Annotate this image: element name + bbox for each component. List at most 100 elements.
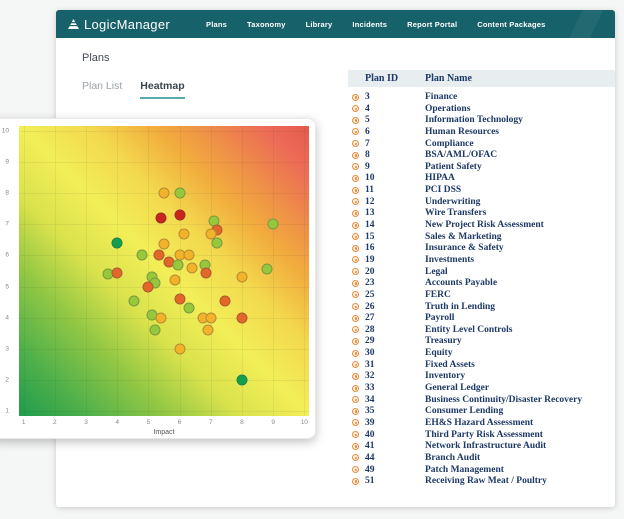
bullseye-icon[interactable] bbox=[352, 268, 359, 276]
risk-dot-green[interactable] bbox=[136, 249, 148, 261]
risk-dot-dark_green[interactable] bbox=[236, 374, 248, 386]
bullseye-icon[interactable] bbox=[352, 163, 359, 171]
table-row[interactable]: 44 Branch Audit bbox=[348, 453, 615, 465]
table-row[interactable]: 11 PCI DSS bbox=[348, 185, 615, 197]
risk-dot-amber[interactable] bbox=[174, 343, 186, 355]
table-row[interactable]: 41 Network Infrastructure Audit bbox=[348, 441, 615, 453]
table-row[interactable]: 40 Third Party Risk Assessment bbox=[348, 430, 615, 442]
nav-item-library[interactable]: Library bbox=[305, 19, 333, 29]
risk-dot-green[interactable] bbox=[174, 187, 186, 199]
table-row[interactable]: 20 Legal bbox=[348, 267, 615, 279]
nav-item-report-portal[interactable]: Report Portal bbox=[407, 19, 458, 29]
table-row[interactable]: 29 Treasury bbox=[348, 336, 615, 348]
plan-name-link[interactable]: Receiving Raw Meat / Poultry bbox=[425, 476, 547, 487]
table-row[interactable]: 39 EH&S Hazard Assessment bbox=[348, 418, 615, 430]
table-row[interactable]: 8 BSA/AML/OFAC bbox=[348, 150, 615, 162]
plan-name-link[interactable]: BSA/AML/OFAC bbox=[425, 150, 498, 161]
table-row[interactable]: 10 HIPAA bbox=[348, 173, 615, 185]
plan-name-link[interactable]: Patch Management bbox=[425, 464, 504, 475]
tab-heatmap[interactable]: Heatmap bbox=[140, 80, 185, 99]
risk-dot-amber[interactable] bbox=[183, 249, 195, 261]
plan-name-link[interactable]: Inventory bbox=[425, 371, 466, 382]
bullseye-icon[interactable] bbox=[352, 454, 359, 462]
risk-dot-green[interactable] bbox=[261, 263, 273, 275]
plan-name-link[interactable]: New Project Risk Assessment bbox=[425, 220, 544, 231]
nav-item-content-packages[interactable]: Content Packages bbox=[477, 19, 546, 29]
table-row[interactable]: 35 Consumer Lending bbox=[348, 406, 615, 418]
plan-name-link[interactable]: Fixed Assets bbox=[425, 359, 475, 370]
nav-item-taxonomy[interactable]: Taxonomy bbox=[247, 19, 286, 29]
plan-name-link[interactable]: Wire Transfers bbox=[425, 208, 487, 219]
bullseye-icon[interactable] bbox=[352, 128, 359, 136]
table-row[interactable]: 51 Receiving Raw Meat / Poultry bbox=[348, 476, 615, 488]
bullseye-icon[interactable] bbox=[352, 244, 359, 252]
risk-dot-orange[interactable] bbox=[153, 249, 165, 261]
table-row[interactable]: 12 Underwriting bbox=[348, 197, 615, 209]
bullseye-icon[interactable] bbox=[352, 372, 359, 380]
table-row[interactable]: 33 General Ledger bbox=[348, 383, 615, 395]
bullseye-icon[interactable] bbox=[352, 186, 359, 194]
risk-dot-orange[interactable] bbox=[236, 312, 248, 324]
plan-name-link[interactable]: FERC bbox=[425, 289, 451, 300]
table-row[interactable]: 13 Wire Transfers bbox=[348, 208, 615, 220]
table-row[interactable]: 30 Equity bbox=[348, 348, 615, 360]
table-row[interactable]: 6 Human Resources bbox=[348, 127, 615, 139]
risk-dot-amber[interactable] bbox=[158, 238, 170, 250]
plan-name-link[interactable]: Human Resources bbox=[425, 126, 499, 137]
bullseye-icon[interactable] bbox=[352, 466, 359, 473]
plan-name-link[interactable]: Business Continuity/Disaster Recovery bbox=[425, 394, 583, 405]
risk-dot-green[interactable] bbox=[149, 324, 161, 336]
plan-name-link[interactable]: Insurance & Safety bbox=[425, 243, 504, 254]
risk-dot-green[interactable] bbox=[267, 218, 279, 230]
risk-dot-amber[interactable] bbox=[205, 312, 217, 324]
table-row[interactable]: 9 Patient Safety bbox=[348, 162, 615, 174]
bullseye-icon[interactable] bbox=[352, 303, 359, 311]
risk-dot-orange[interactable] bbox=[200, 267, 212, 279]
plan-name-link[interactable]: Finance bbox=[425, 92, 458, 102]
bullseye-icon[interactable] bbox=[352, 326, 359, 334]
bullseye-icon[interactable] bbox=[352, 221, 359, 229]
table-row[interactable]: 26 Truth in Lending bbox=[348, 302, 615, 314]
bullseye-icon[interactable] bbox=[352, 140, 359, 148]
bullseye-icon[interactable] bbox=[352, 361, 359, 369]
risk-dot-orange[interactable] bbox=[174, 293, 186, 305]
plan-name-link[interactable]: Payroll bbox=[425, 313, 455, 324]
plan-name-link[interactable]: Truth in Lending bbox=[425, 301, 496, 312]
plan-name-link[interactable]: Consumer Lending bbox=[425, 406, 504, 417]
bullseye-icon[interactable] bbox=[352, 314, 359, 322]
plan-name-link[interactable]: Information Technology bbox=[425, 115, 523, 126]
risk-dot-amber[interactable] bbox=[205, 228, 217, 240]
table-row[interactable]: 19 Investments bbox=[348, 255, 615, 267]
plan-name-link[interactable]: Legal bbox=[425, 266, 448, 277]
bullseye-icon[interactable] bbox=[352, 396, 359, 404]
table-row[interactable]: 27 Payroll bbox=[348, 313, 615, 325]
bullseye-icon[interactable] bbox=[352, 349, 359, 357]
table-row[interactable]: 31 Fixed Assets bbox=[348, 360, 615, 372]
plan-name-link[interactable]: Equity bbox=[425, 348, 453, 359]
plan-name-link[interactable]: Compliance bbox=[425, 138, 474, 149]
table-row[interactable]: 7 Compliance bbox=[348, 139, 615, 151]
bullseye-icon[interactable] bbox=[352, 209, 359, 217]
bullseye-icon[interactable] bbox=[352, 477, 359, 485]
tab-plan-list[interactable]: Plan List bbox=[82, 80, 123, 92]
bullseye-icon[interactable] bbox=[352, 384, 359, 392]
bullseye-icon[interactable] bbox=[352, 198, 359, 206]
plan-name-link[interactable]: HIPAA bbox=[425, 173, 455, 184]
plan-name-link[interactable]: Sales & Marketing bbox=[425, 231, 502, 242]
plan-name-link[interactable]: Branch Audit bbox=[425, 452, 481, 463]
table-row[interactable]: 23 Accounts Payable bbox=[348, 278, 615, 290]
plan-name-link[interactable]: Operations bbox=[425, 103, 471, 114]
bullseye-icon[interactable] bbox=[352, 337, 359, 345]
risk-dot-orange[interactable] bbox=[142, 281, 154, 293]
bullseye-icon[interactable] bbox=[352, 291, 359, 299]
risk-dot-amber[interactable] bbox=[155, 312, 167, 324]
table-row[interactable]: 25 FERC bbox=[348, 290, 615, 302]
bullseye-icon[interactable] bbox=[352, 442, 359, 450]
bullseye-icon[interactable] bbox=[352, 93, 359, 101]
bullseye-icon[interactable] bbox=[352, 256, 359, 264]
plan-name-link[interactable]: Entity Level Controls bbox=[425, 324, 513, 335]
table-row[interactable]: 49 Patch Management bbox=[348, 465, 615, 477]
table-row[interactable]: 15 Sales & Marketing bbox=[348, 232, 615, 244]
bullseye-icon[interactable] bbox=[352, 431, 359, 439]
plan-name-link[interactable]: Investments bbox=[425, 254, 475, 265]
